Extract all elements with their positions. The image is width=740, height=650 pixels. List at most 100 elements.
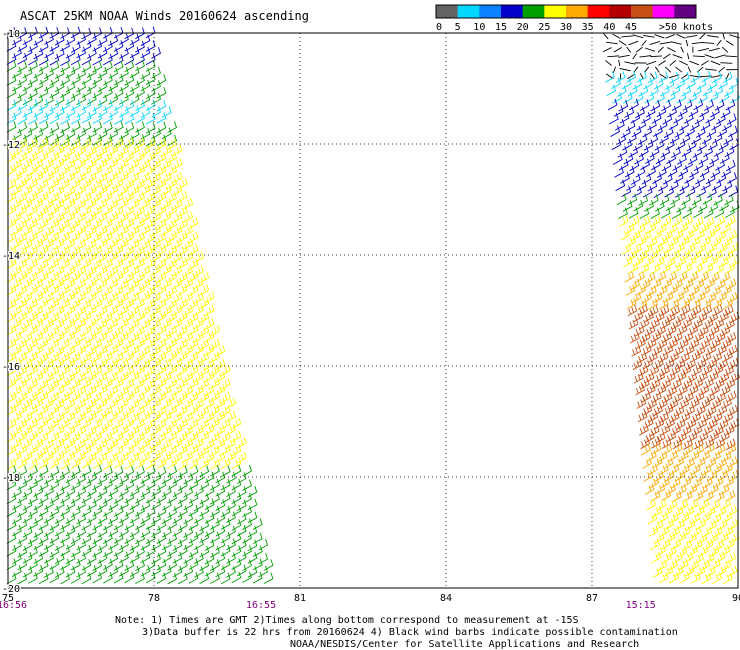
- wind-barb: [699, 384, 710, 396]
- wind-barb: [172, 211, 183, 224]
- wind-barb: [124, 404, 135, 417]
- wind-barb: [119, 33, 129, 45]
- wind-barb: [161, 451, 172, 463]
- wind-barb: [689, 559, 700, 572]
- wind-barb: [28, 558, 38, 571]
- wind-barb: [28, 351, 38, 363]
- wind-barb: [725, 538, 735, 550]
- wind-barb: [113, 87, 124, 99]
- wind-barb: [708, 532, 719, 545]
- wind-barb: [669, 298, 680, 311]
- wind-barb: [655, 431, 666, 444]
- wind-barb: [65, 317, 76, 330]
- wind-barb: [151, 384, 161, 396]
- wind-barb: [97, 485, 108, 498]
- wind-barb: [663, 565, 674, 577]
- wind-barb: [687, 310, 697, 323]
- wind-barb: [247, 511, 258, 524]
- wind-barb: [662, 551, 672, 564]
- wind-barb: [6, 364, 17, 377]
- wind-barb: [703, 538, 714, 551]
- wind-barb: [119, 565, 129, 577]
- wind-barb: [638, 194, 648, 206]
- wind-barb: [129, 80, 140, 92]
- wind-barb: [721, 498, 731, 510]
- wind-barb: [54, 424, 65, 437]
- wind-barb: [145, 26, 156, 39]
- wind-barb: [151, 472, 161, 484]
- wind-barb: [124, 338, 135, 350]
- wind-barb: [722, 572, 733, 585]
- wind-barb: [628, 146, 639, 158]
- wind-barb: [97, 94, 108, 106]
- plot-frame: [7, 32, 739, 589]
- wind-barb: [92, 191, 103, 203]
- wind-barb: [60, 178, 70, 190]
- wind-barb: [161, 410, 172, 423]
- wind-barb: [70, 377, 81, 390]
- wind-barb: [648, 133, 659, 145]
- wind-barb: [718, 77, 728, 90]
- wind-barb: [663, 344, 674, 356]
- wind-barb: [177, 431, 188, 443]
- wind-barb: [81, 457, 92, 469]
- wind-barb: [108, 93, 119, 105]
- wind-barb: [697, 139, 707, 152]
- wind-barb: [81, 559, 92, 571]
- wind-barb: [685, 404, 696, 417]
- wind-barb: [625, 119, 636, 132]
- wind-barb: [44, 358, 54, 371]
- wind-barb: [124, 571, 135, 584]
- wind-barb: [714, 54, 726, 59]
- wind-barb: [86, 127, 97, 140]
- wind-barb: [697, 255, 708, 267]
- wind-barb: [12, 46, 22, 59]
- wind-barb: [135, 572, 145, 585]
- wind-barb: [699, 325, 709, 337]
- wind-barb: [135, 217, 145, 230]
- wind-barb: [630, 278, 641, 291]
- wind-barb: [722, 33, 725, 40]
- wind-barb: [44, 278, 54, 290]
- wind-barb: [685, 185, 696, 198]
- wind-barb: [167, 204, 178, 217]
- wind-barb: [17, 558, 28, 571]
- wind-barb: [6, 112, 17, 125]
- wind-barb: [108, 67, 119, 79]
- wind-barb: [103, 338, 113, 350]
- wind-barb: [188, 365, 199, 377]
- wind-barb: [151, 172, 161, 184]
- wind-barb: [97, 34, 108, 47]
- wind-barb: [725, 262, 735, 274]
- wind-barb: [720, 325, 731, 337]
- wind-barb: [177, 284, 188, 296]
- wind-barb: [683, 112, 694, 124]
- wind-barb: [6, 544, 17, 557]
- wind-barb: [610, 125, 621, 137]
- wind-barb: [70, 532, 81, 545]
- wind-barb: [161, 145, 172, 157]
- wind-barb: [97, 237, 108, 249]
- wind-barb: [145, 325, 156, 337]
- wind-barb: [81, 338, 92, 350]
- wind-barb: [156, 532, 167, 544]
- wind-barb: [220, 391, 231, 404]
- wind-barb: [188, 298, 199, 310]
- wind-barb: [719, 483, 730, 496]
- wind-barb: [151, 424, 161, 436]
- wind-barb: [215, 397, 226, 409]
- y-tick-label: -14: [2, 251, 20, 262]
- wind-barb: [714, 377, 725, 390]
- wind-barb: [97, 251, 108, 263]
- wind-barb: [695, 456, 706, 469]
- wind-barb: [710, 60, 721, 66]
- wind-barb: [81, 404, 92, 417]
- wind-barb: [676, 33, 686, 39]
- wind-barb: [49, 391, 60, 404]
- wind-barb: [172, 357, 183, 370]
- wind-barb: [108, 47, 119, 60]
- wind-barb: [28, 546, 38, 558]
- wind-barb: [172, 292, 183, 304]
- wind-barb: [103, 431, 113, 444]
- wind-barb: [54, 67, 65, 80]
